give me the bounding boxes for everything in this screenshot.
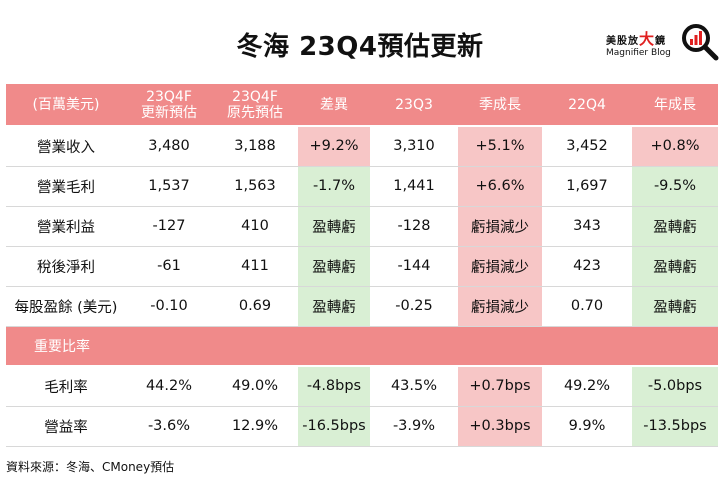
table-cell: 虧損減少 <box>458 206 542 247</box>
table-cell: 0.70 <box>542 286 632 327</box>
table-cell: 0.69 <box>212 286 298 327</box>
column-header-line: 23Q4F <box>232 88 278 105</box>
table-cell: -1.7% <box>298 166 370 207</box>
table-cell: 343 <box>542 206 632 247</box>
row-label: 營業利益 <box>6 206 126 247</box>
table-cell: 1,441 <box>370 166 458 207</box>
table-cell: -5.0bps <box>632 366 718 407</box>
table-cell: 12.9% <box>212 406 298 447</box>
column-header: 年成長 <box>632 84 718 127</box>
table-cell: 盈轉虧 <box>632 286 718 327</box>
table-cell: 423 <box>542 246 632 287</box>
table-cell: 盈轉虧 <box>632 206 718 247</box>
table-cell: 虧損減少 <box>458 246 542 287</box>
column-header-line: 22Q4 <box>568 96 606 113</box>
table-cell: 44.2% <box>126 366 212 407</box>
brand-cn-suffix: 鏡 <box>655 36 667 47</box>
table-cell: 410 <box>212 206 298 247</box>
column-header-line: 季成長 <box>479 96 521 113</box>
table-cell: -4.8bps <box>298 366 370 407</box>
column-header: 23Q3 <box>370 84 458 127</box>
column-header-line: 23Q3 <box>395 96 433 113</box>
table-cell: -0.10 <box>126 286 212 327</box>
column-header-line: 原先預估 <box>227 104 283 121</box>
column-header: 23Q4F 原先預估 <box>212 84 298 127</box>
section-header-row: 重要比率 <box>6 326 718 367</box>
table-cell: +0.8% <box>632 126 718 167</box>
table-cell: 49.0% <box>212 366 298 407</box>
table-cell: -0.25 <box>370 286 458 327</box>
column-header: 季成長 <box>458 84 542 127</box>
table-cell: 3,188 <box>212 126 298 167</box>
table-cell: 3,480 <box>126 126 212 167</box>
table-cell: 3,310 <box>370 126 458 167</box>
table-cell: -3.9% <box>370 406 458 447</box>
table-cell: +6.6% <box>458 166 542 207</box>
table-row: 營業收入 3,480 3,188 +9.2% 3,310 +5.1% 3,452 +0.8% <box>6 126 718 167</box>
brand-cn-name: 美股放大鏡 <box>606 28 666 49</box>
row-label: 稅後淨利 <box>6 246 126 287</box>
table-cell: 1,697 <box>542 166 632 207</box>
forecast-table: (百萬美元) 23Q4F 更新預估 23Q4F 原先預估 差異 23Q3 季成長 22Q4 年成長… <box>6 84 718 447</box>
section-label: 重要比率 <box>6 326 718 367</box>
brand-logo: 美股放大鏡 Magnifier Blog <box>604 22 719 66</box>
table-cell: +9.2% <box>298 126 370 167</box>
table-cell: 盈轉虧 <box>298 246 370 287</box>
table-cell: -128 <box>370 206 458 247</box>
row-label: 營益率 <box>6 406 126 447</box>
table-cell: 3,452 <box>542 126 632 167</box>
column-header-line: 23Q4F <box>146 88 192 105</box>
table-cell: -127 <box>126 206 212 247</box>
table-cell: 盈轉虧 <box>632 246 718 287</box>
row-label: 每股盈餘 (美元) <box>6 286 126 327</box>
table-cell: -16.5bps <box>298 406 370 447</box>
source-note: 資料來源：冬海、CMoney預估 <box>6 460 175 474</box>
column-header: 23Q4F 更新預估 <box>126 84 212 127</box>
table-row: 每股盈餘 (美元) -0.10 0.69 盈轉虧 -0.25 虧損減少 0.70 盈轉虧 <box>6 286 718 327</box>
table-header-row: (百萬美元) 23Q4F 更新預估 23Q4F 原先預估 差異 23Q3 季成長 22Q4 年成長 <box>6 84 718 127</box>
column-header: 22Q4 <box>542 84 632 127</box>
table-cell: +5.1% <box>458 126 542 167</box>
page-title: 冬海 23Q4預估更新 <box>236 32 484 62</box>
table-cell: -13.5bps <box>632 406 718 447</box>
table-row: 毛利率 44.2% 49.0% -4.8bps 43.5% +0.7bps 49.2% -5.… <box>6 366 718 407</box>
table-cell: 盈轉虧 <box>298 206 370 247</box>
brand-cn-prefix: 美股放 <box>606 36 639 47</box>
table-row: 稅後淨利 -61 411 盈轉虧 -144 虧損減少 423 盈轉虧 <box>6 246 718 287</box>
table-cell: 盈轉虧 <box>298 286 370 327</box>
column-header-line: (百萬美元) <box>32 96 100 113</box>
row-label: 營業收入 <box>6 126 126 167</box>
table-cell: 虧損減少 <box>458 286 542 327</box>
table-cell: 411 <box>212 246 298 287</box>
table-row: 營業毛利 1,537 1,563 -1.7% 1,441 +6.6% 1,697 -9.5% <box>6 166 718 207</box>
table-row: 營業利益 -127 410 盈轉虧 -128 虧損減少 343 盈轉虧 <box>6 206 718 247</box>
table-cell: -61 <box>126 246 212 287</box>
table-cell: 49.2% <box>542 366 632 407</box>
table-cell: -3.6% <box>126 406 212 447</box>
table-cell: +0.7bps <box>458 366 542 407</box>
table-cell: 9.9% <box>542 406 632 447</box>
table-cell: +0.3bps <box>458 406 542 447</box>
table-body: (百萬美元) 23Q4F 更新預估 23Q4F 原先預估 差異 23Q3 季成長 22Q4 年成長… <box>6 84 718 447</box>
row-label: 毛利率 <box>6 366 126 407</box>
table-cell: -144 <box>370 246 458 287</box>
column-header: 差異 <box>298 84 370 127</box>
brand-en-name: Magnifier Blog <box>606 48 671 58</box>
table-cell: 43.5% <box>370 366 458 407</box>
table-row: 營益率 -3.6% 12.9% -16.5bps -3.9% +0.3bps 9.9% -13… <box>6 406 718 447</box>
column-header-line: 差異 <box>320 96 348 113</box>
table-cell: 1,563 <box>212 166 298 207</box>
row-label: 營業毛利 <box>6 166 126 207</box>
magnifier-chart-icon <box>682 24 719 61</box>
table-cell: -9.5% <box>632 166 718 207</box>
column-header-line: 更新預估 <box>141 104 197 121</box>
column-header: (百萬美元) <box>6 84 126 127</box>
brand-cn-big: 大 <box>639 30 656 48</box>
table-cell: 1,537 <box>126 166 212 207</box>
column-header-line: 年成長 <box>654 96 696 113</box>
